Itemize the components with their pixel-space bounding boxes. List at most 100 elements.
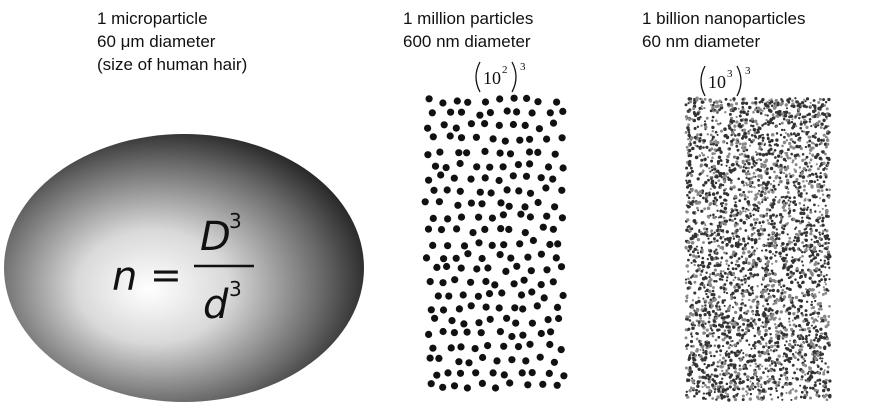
particle-dot [728,356,731,359]
particle-dot [745,331,748,334]
particle-dot [720,261,722,263]
particle-dot [785,311,787,313]
particle-dot [687,278,690,281]
particle-dot [822,199,826,203]
particle-dot [794,278,797,281]
particle-dot [737,264,740,267]
particle-dot [746,313,748,315]
particle-dot [689,254,692,257]
particle-dot [712,136,715,139]
particle-dot [775,311,777,313]
particle-dot [560,164,567,171]
particle-dot [755,295,758,298]
particle-dot [690,237,694,241]
particle-dot [523,173,530,180]
particle-dot [802,264,804,266]
particle-dot [723,180,726,183]
particle-dot [492,384,499,391]
particle-dot [782,100,784,102]
particle-dot [436,149,443,156]
particle-dot [791,118,793,120]
particle-dot [801,101,804,104]
particle-dot [795,163,798,166]
particle-dot [771,133,775,137]
particle-dot [486,290,493,297]
particle-dot [538,281,545,288]
particle-dot [805,239,808,242]
particle-dot [822,208,824,210]
particle-dot [775,196,777,198]
particle-dot [713,280,715,282]
particle-dot [739,115,742,118]
particle-dot [475,214,482,221]
particle-dot [747,170,749,172]
particle-dot [721,205,723,207]
particle-dot [711,397,714,400]
particle-dot [702,154,705,157]
particle-dot [702,261,704,263]
particle-dot [453,225,460,232]
particle-dot [795,351,797,353]
particle-dot [427,278,434,285]
particle-dot [821,189,824,192]
particle-dot [737,393,739,395]
particle-dot [726,316,729,319]
particle-dot [798,337,801,340]
particle-dot [519,369,526,376]
particle-dot [721,316,724,319]
particle-dot [787,266,790,269]
particle-dot [734,354,738,358]
particle-dot [800,121,802,123]
particle-dot [826,131,828,133]
particle-dot [701,248,704,251]
particle-dot [718,156,722,160]
particle-dot [762,139,764,141]
particle-dot [709,351,712,354]
particle-dot [729,381,733,385]
particle-dot [763,315,766,318]
particle-dot [701,98,703,100]
particle-dot [702,265,706,269]
particle-dot [521,203,528,210]
particle-dot [758,142,761,145]
particle-dot [824,278,827,281]
particle-dot [733,285,736,288]
particle-dot [767,238,769,240]
particle-dot [712,143,715,146]
particle-dot [793,323,796,326]
particle-dot [451,382,458,389]
particle-dot [493,357,500,364]
particle-dot [714,344,717,347]
particle-dot [738,257,741,260]
particle-dot [778,299,781,302]
formula-numerator: D [200,214,231,260]
particle-dot [719,151,722,154]
particle-dot [425,331,432,338]
particle-dot [815,336,818,339]
particle-dot [695,392,698,395]
particle-dot [806,208,809,211]
particle-dot [710,234,712,236]
particle-dot [752,313,754,315]
particle-dot [716,205,718,207]
paren [737,66,741,96]
particle-dot [815,219,818,222]
particle-dot [697,264,700,267]
particle-dot [811,307,813,309]
particle-dot [766,133,769,136]
particle-dot [709,99,712,102]
particle-dot [729,167,731,169]
particle-dot [732,214,735,217]
particle-dot [445,293,452,300]
particle-dot [775,251,778,254]
particle-dot [764,285,767,288]
particle-dot [803,99,805,101]
particle-dot [823,275,825,277]
particle-dot [457,370,464,377]
particle-dot [781,129,783,131]
particle-dot [821,224,824,227]
particle-dot [712,386,715,389]
particle-dot [815,333,818,336]
particle-dot [538,174,545,181]
particle-dot [785,175,787,177]
